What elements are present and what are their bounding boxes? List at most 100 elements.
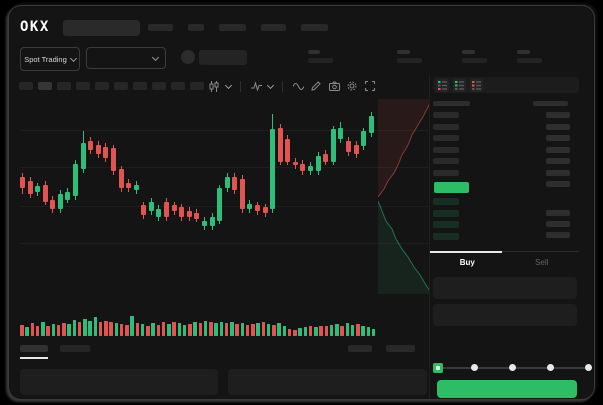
bottom-tab-0[interactable] xyxy=(20,345,48,352)
bottom-box xyxy=(228,369,427,395)
candle-body xyxy=(224,176,230,189)
ask-row[interactable] xyxy=(433,112,459,118)
timeframe-button-3[interactable] xyxy=(76,82,90,90)
ask-row[interactable] xyxy=(433,169,459,176)
volume-bar xyxy=(209,322,213,336)
volume-bar xyxy=(251,324,255,336)
timeframe-button-7[interactable] xyxy=(152,82,166,90)
volume-bar xyxy=(350,324,355,336)
timeframe-button-5[interactable] xyxy=(114,82,128,90)
slider-handle[interactable] xyxy=(433,362,443,373)
candle-body xyxy=(171,205,177,212)
bid-row[interactable] xyxy=(433,209,459,217)
nav-item-4[interactable] xyxy=(301,23,328,31)
buy-submit-button[interactable] xyxy=(437,380,577,398)
panel-divider xyxy=(429,74,430,399)
volume-bar xyxy=(135,323,139,336)
candlestick-chart[interactable] xyxy=(20,99,431,294)
pair-name-button[interactable] xyxy=(199,50,247,65)
chevron-down-icon[interactable] xyxy=(224,81,233,89)
candle-body xyxy=(27,180,33,194)
volume-bar xyxy=(130,316,134,336)
draw-icon[interactable] xyxy=(310,80,322,92)
volume-bar xyxy=(35,326,40,336)
bid-row[interactable] xyxy=(433,232,459,240)
bottom-right-action-1[interactable] xyxy=(386,345,415,352)
timeframe-button-9[interactable] xyxy=(190,82,204,90)
stat-group-1 xyxy=(397,50,422,63)
book-asks-icon[interactable] xyxy=(470,78,483,92)
pair-select[interactable] xyxy=(86,47,166,69)
candle-body xyxy=(20,176,25,189)
candle-body xyxy=(95,144,101,155)
amount-slider[interactable] xyxy=(433,358,593,378)
candle-body xyxy=(80,142,86,170)
price-field[interactable] xyxy=(433,277,577,299)
bottom-tab-1[interactable] xyxy=(60,345,90,352)
volume-bar xyxy=(298,328,302,336)
candle-body xyxy=(292,161,298,166)
timeframe-button-0[interactable] xyxy=(19,82,33,90)
ask-amount-bar xyxy=(546,112,570,118)
toolbar-divider xyxy=(240,80,241,92)
candle-body xyxy=(270,129,276,210)
amount-field[interactable] xyxy=(433,304,577,326)
market-type-label: Spot Trading xyxy=(24,54,67,64)
search-input[interactable] xyxy=(63,20,140,36)
last-price-bar[interactable] xyxy=(434,182,469,193)
bid-row[interactable] xyxy=(433,221,459,228)
timeframe-button-4[interactable] xyxy=(95,82,109,90)
nav-item-3[interactable] xyxy=(261,23,286,31)
book-bids-icon[interactable] xyxy=(453,78,466,92)
candle-body xyxy=(338,127,344,139)
ask-amount-bar xyxy=(546,181,570,187)
bid-amount-bar xyxy=(546,210,570,216)
indicators-icon[interactable] xyxy=(250,80,262,92)
nav-item-1[interactable] xyxy=(188,23,204,31)
volume-bar xyxy=(340,325,344,336)
nav-item-2[interactable] xyxy=(219,23,246,31)
slider-stop-4[interactable] xyxy=(584,364,592,371)
volume-bar xyxy=(366,327,370,336)
candles-icon[interactable] xyxy=(208,80,220,92)
candle-body xyxy=(308,165,314,172)
ask-row[interactable] xyxy=(433,135,459,141)
ask-row[interactable] xyxy=(433,146,459,153)
volume-bar xyxy=(46,325,50,336)
volume-bar xyxy=(151,323,155,336)
timeframe-button-1[interactable] xyxy=(38,82,52,90)
volume-bar xyxy=(83,319,87,336)
nav-item-0[interactable] xyxy=(148,23,173,31)
ob-header-price xyxy=(433,101,470,106)
candle-body xyxy=(73,163,79,196)
bid-row[interactable] xyxy=(433,198,459,205)
slider-stop-2[interactable] xyxy=(509,364,516,371)
timeframe-button-8[interactable] xyxy=(171,82,185,90)
camera-icon[interactable] xyxy=(328,80,340,92)
expand-icon[interactable] xyxy=(364,80,376,92)
candle-body xyxy=(330,129,336,162)
ask-row[interactable] xyxy=(433,123,459,130)
volume-bar xyxy=(335,324,339,336)
chevron-down-icon[interactable] xyxy=(266,81,275,89)
depth-overlay xyxy=(377,99,431,294)
gear-icon[interactable] xyxy=(346,80,358,92)
candle-body xyxy=(35,186,41,193)
timeframe-button-6[interactable] xyxy=(133,82,147,90)
tab-sell[interactable]: Sell xyxy=(535,257,549,267)
market-type-select[interactable]: Spot Trading xyxy=(20,47,80,71)
volume-bar xyxy=(235,324,239,336)
volume-bar xyxy=(140,324,145,336)
bottom-right-action-0[interactable] xyxy=(348,345,372,352)
ask-row[interactable] xyxy=(433,158,459,164)
candle-body xyxy=(118,169,124,189)
timeframe-button-2[interactable] xyxy=(57,82,71,90)
tab-buy[interactable]: Buy xyxy=(459,257,475,267)
wave-icon[interactable] xyxy=(292,80,304,92)
volume-bar xyxy=(161,322,166,336)
candle-body xyxy=(209,216,215,227)
book-split-icon[interactable] xyxy=(436,78,449,92)
slider-stop-3[interactable] xyxy=(546,364,554,371)
slider-stop-1[interactable] xyxy=(471,364,479,371)
candle-body xyxy=(194,213,200,219)
